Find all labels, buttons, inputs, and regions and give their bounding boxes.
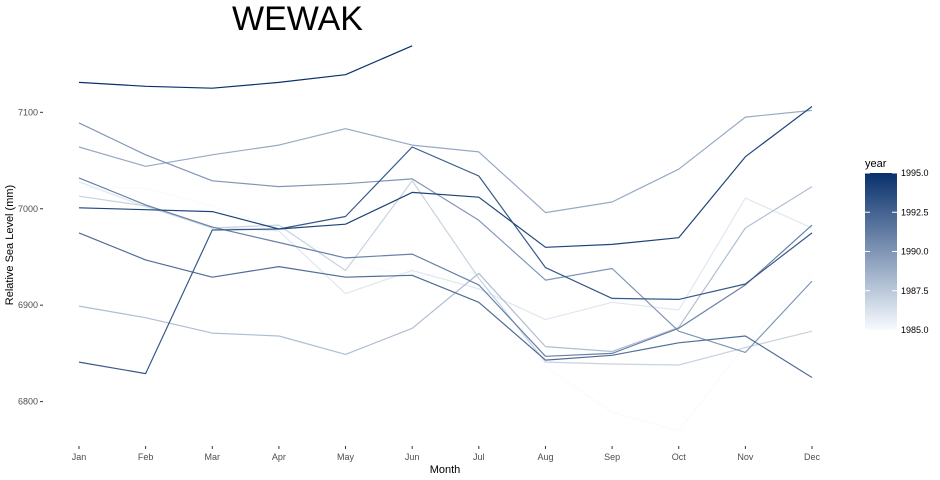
x-tick-label: Jul (473, 452, 485, 462)
series-line-1986 (78, 181, 813, 321)
series-line-1987 (78, 180, 813, 366)
legend-colorbar (865, 173, 897, 330)
series-line-1993 (78, 146, 813, 375)
legend-tick-label: 1985.0 (901, 325, 929, 335)
x-tick-label: Feb (138, 452, 154, 462)
x-axis: Jan Feb Mar Apr May Jun Jul Aug Sep Oct Nov Dec (72, 446, 821, 462)
x-tick-label: Dec (804, 452, 821, 462)
legend: year 1985.0 1987.5 1990.0 1992.5 1995.0 (865, 158, 929, 335)
legend-ticks: 1985.0 1987.5 1990.0 1992.5 1995.0 (865, 168, 929, 335)
series-line-1990 (78, 122, 813, 353)
series-layer (78, 45, 813, 432)
chart-title: WEWAK (232, 0, 363, 38)
legend-tick-label: 1995.0 (901, 168, 929, 178)
series-line-1994 (78, 106, 813, 248)
y-tick-label: 6900 (18, 300, 38, 310)
y-tick-label: 6800 (18, 397, 38, 407)
y-tick-label: 7100 (18, 107, 38, 117)
y-axis-title: Relative Sea Level (mm) (4, 185, 16, 305)
x-tick-label: Mar (205, 452, 221, 462)
series-line-1988 (78, 186, 813, 355)
x-tick-label: May (337, 452, 355, 462)
x-tick-label: Apr (272, 452, 286, 462)
series-line-1992 (78, 232, 813, 379)
y-axis: 6800 6900 7000 7100 (18, 107, 43, 407)
x-axis-title: Month (430, 464, 461, 476)
legend-tick-label: 1990.0 (901, 247, 929, 257)
x-tick-label: Aug (537, 452, 553, 462)
y-tick-label: 7000 (18, 204, 38, 214)
x-tick-label: Sep (604, 452, 620, 462)
x-tick-label: Nov (737, 452, 754, 462)
legend-title: year (865, 158, 887, 170)
series-line-1985 (78, 186, 813, 432)
series-line-1995 (78, 45, 413, 89)
x-tick-label: Jan (72, 452, 87, 462)
series-line-1991 (78, 177, 813, 357)
legend-tick-label: 1992.5 (901, 207, 929, 217)
x-tick-label: Jun (405, 452, 420, 462)
x-tick-label: Oct (672, 452, 687, 462)
legend-tick-label: 1987.5 (901, 286, 929, 296)
series-line-1989 (78, 109, 813, 214)
